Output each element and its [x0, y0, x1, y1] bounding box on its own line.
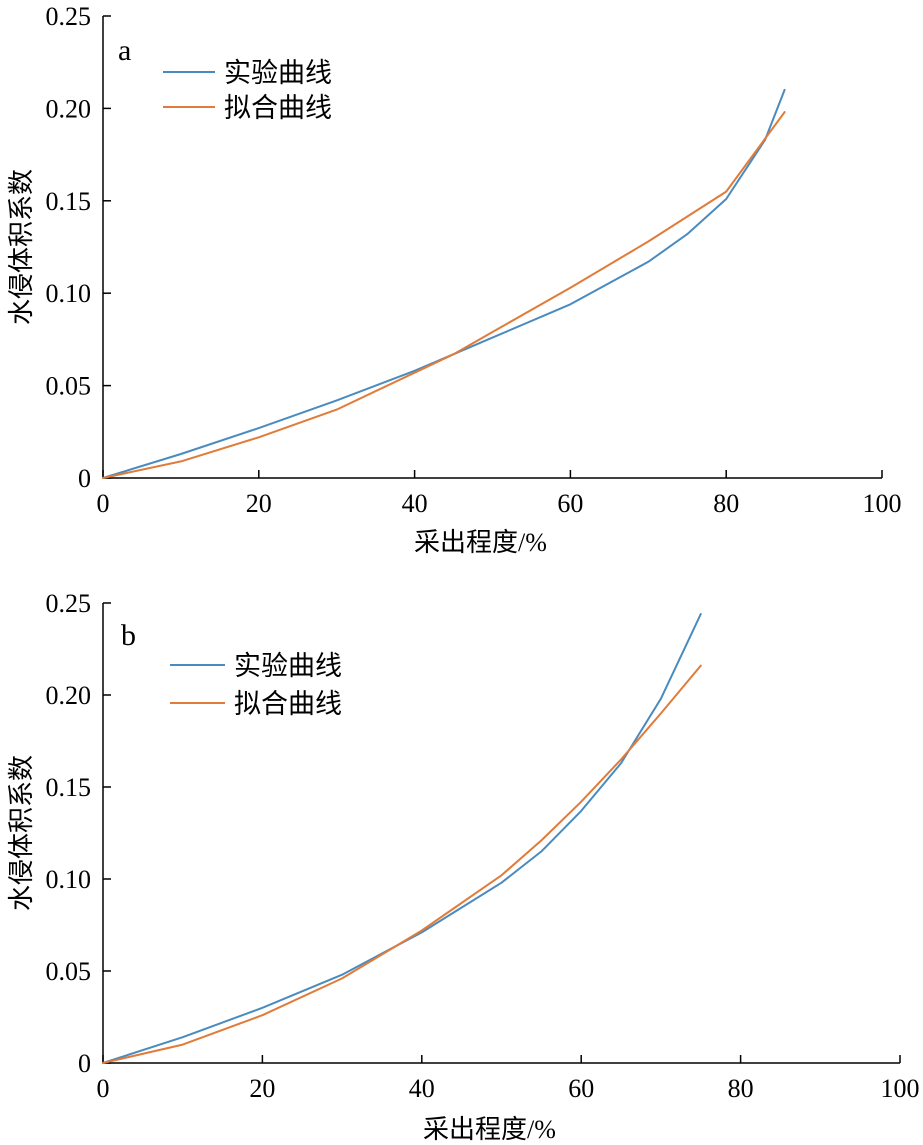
- x-axis-title: 采出程度/%: [414, 528, 547, 557]
- y-axis-title: 水侵体积系数: [7, 169, 36, 325]
- x-tick-label: 40: [402, 489, 428, 518]
- x-axis-title: 采出程度/%: [423, 1115, 556, 1144]
- x-tick-label: 20: [249, 1074, 275, 1103]
- legend-label: 实验曲线: [224, 58, 332, 88]
- x-tick-label: 0: [97, 489, 110, 518]
- series-line-fit: [102, 111, 786, 479]
- chart-panel-b: 0 0.05 0.10 0.15 0.20 0.25 0 20 40 60 80 100 采出程度/% 水…: [7, 589, 920, 1144]
- y-tick-label: 0: [78, 1049, 91, 1078]
- x-tick-label: 80: [728, 1074, 754, 1103]
- legend-label: 拟合曲线: [224, 93, 332, 123]
- series-line-experiment: [102, 613, 702, 1064]
- series-line-experiment: [102, 88, 786, 479]
- x-tick-label: 100: [863, 489, 902, 518]
- chart-panel-a: 0 0.05 0.10 0.15 0.20 0.25 0 20 40 60 80 100 采出程度/% 水…: [7, 2, 902, 557]
- y-axis-title: 水侵体积系数: [7, 755, 36, 911]
- y-tick-label: 0.10: [46, 865, 92, 894]
- y-tick-label: 0.25: [46, 589, 92, 618]
- y-tick-label: 0.15: [46, 773, 92, 802]
- x-tick-label: 0: [97, 1074, 110, 1103]
- x-tick-label: 40: [409, 1074, 435, 1103]
- y-tick-label: 0.10: [46, 279, 92, 308]
- x-tick-label: 20: [246, 489, 272, 518]
- x-tick-label: 60: [568, 1074, 594, 1103]
- y-tick-label: 0.15: [46, 187, 92, 216]
- y-tick-label: 0.05: [46, 372, 92, 401]
- y-tick-label: 0.20: [46, 94, 92, 123]
- series-line-fit: [102, 664, 702, 1064]
- x-tick-label: 80: [713, 489, 739, 518]
- panel-label: a: [118, 34, 131, 67]
- x-tick-label: 100: [881, 1074, 920, 1103]
- y-tick-label: 0.20: [46, 681, 92, 710]
- panel-label: b: [121, 619, 136, 652]
- y-tick-label: 0.05: [46, 957, 92, 986]
- y-tick-label: 0.25: [46, 2, 92, 31]
- x-tick-label: 60: [557, 489, 583, 518]
- y-tick-label: 0: [78, 464, 91, 493]
- legend-label: 拟合曲线: [234, 689, 342, 719]
- legend-label: 实验曲线: [234, 651, 342, 681]
